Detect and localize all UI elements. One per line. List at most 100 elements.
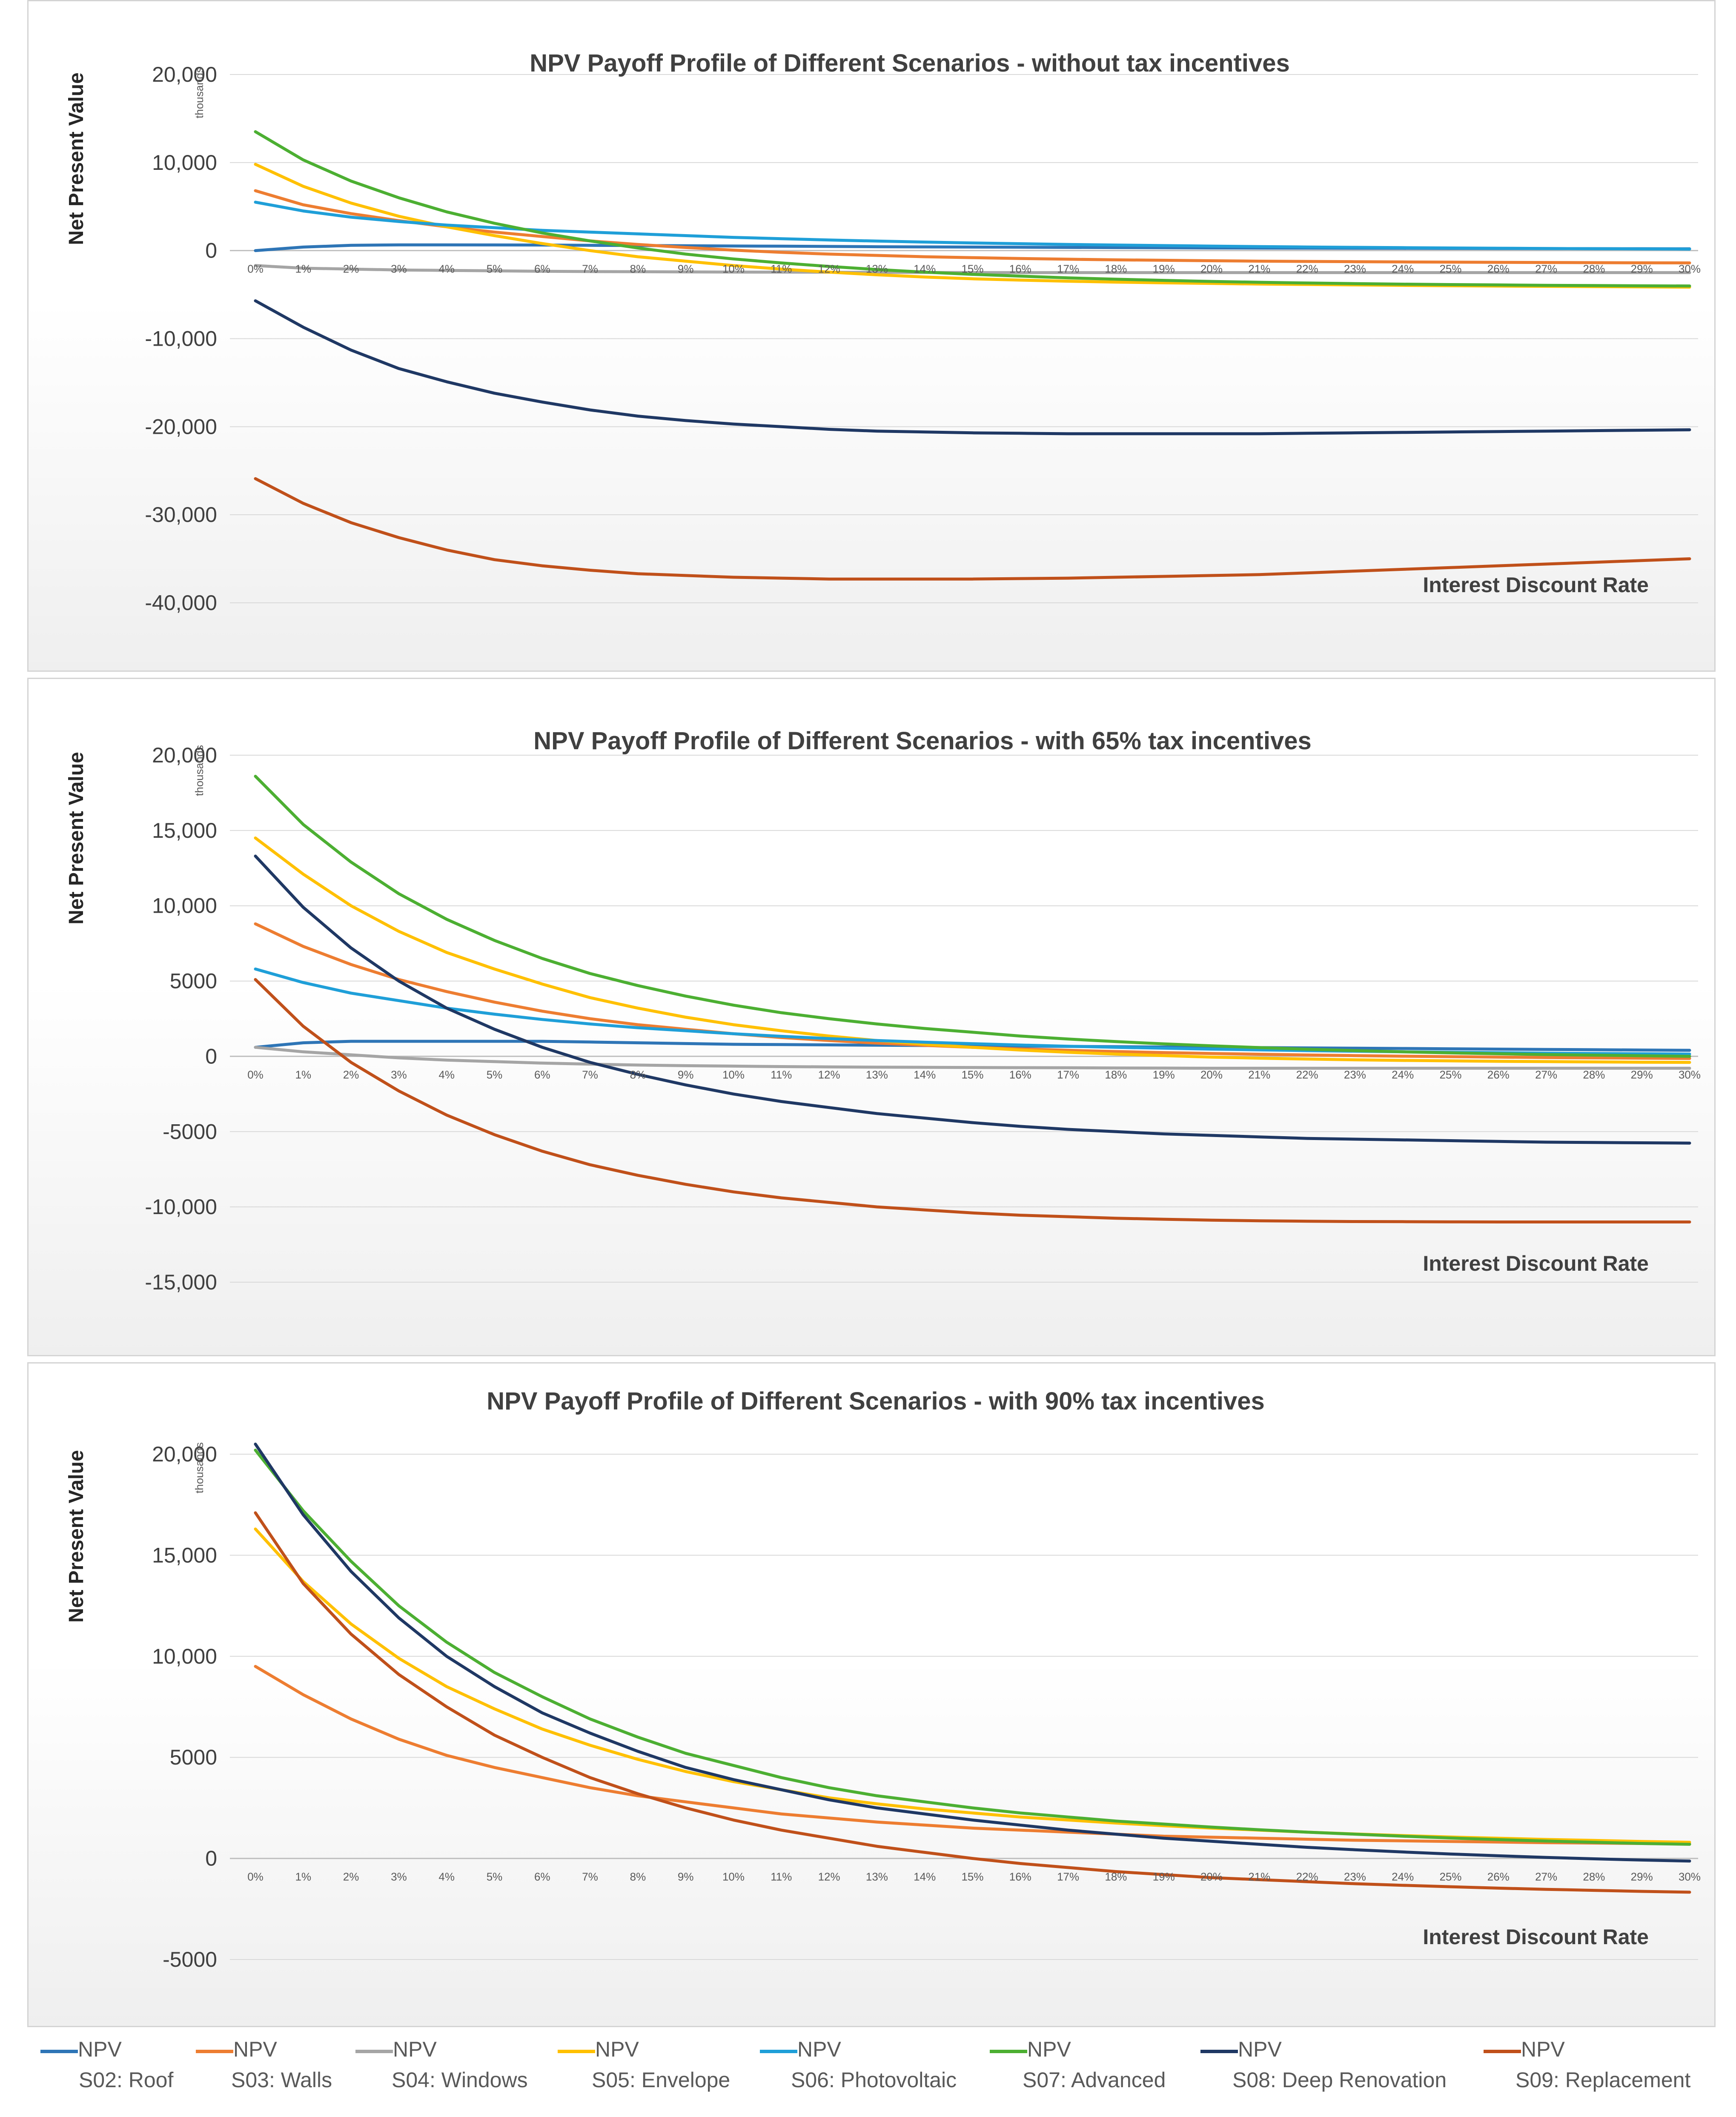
series-line bbox=[254, 201, 1691, 251]
x-axis-label: Interest Discount Rate bbox=[1423, 1252, 1649, 1275]
x-tick-label: 25% bbox=[1439, 263, 1461, 275]
y-tick-label: -5000 bbox=[163, 1948, 217, 1971]
x-tick-label: 23% bbox=[1344, 1871, 1366, 1883]
x-tick-label: 26% bbox=[1487, 1871, 1510, 1883]
x-tick-label: 16% bbox=[1009, 1068, 1031, 1081]
x-tick-label: 9% bbox=[678, 1871, 694, 1883]
legend-line-label: NPV bbox=[797, 2037, 841, 2061]
x-tick-label: 3% bbox=[391, 1068, 407, 1081]
y-tick-label: -15,000 bbox=[145, 1270, 217, 1294]
series-line bbox=[254, 1046, 1691, 1070]
y-tick-label: -20,000 bbox=[145, 415, 217, 438]
y-tick-label: 0 bbox=[205, 1847, 217, 1871]
chart-legend: NPV S02: Roof NPV S03: Walls NPV S04: Wi… bbox=[40, 2037, 1718, 2109]
y-tick-label: 10,000 bbox=[152, 894, 217, 918]
legend-swatch bbox=[990, 2050, 1027, 2053]
x-tick-label: 11% bbox=[771, 1871, 792, 1883]
x-tick-label: 5% bbox=[487, 1871, 503, 1883]
x-tick-label: 21% bbox=[1248, 263, 1270, 275]
x-tick-label: 19% bbox=[1153, 263, 1175, 275]
x-tick-label: 7% bbox=[582, 1871, 598, 1883]
x-tick-label: 29% bbox=[1631, 1068, 1653, 1081]
npv-chart-without-incentives: 20,000 10,000 0 -10,000 -20,000 -30,000 -40,00… bbox=[65, 49, 1701, 615]
legend-swatch bbox=[558, 2050, 595, 2053]
x-tick-label: 30% bbox=[1679, 1871, 1701, 1883]
x-tick-label: 26% bbox=[1487, 1068, 1510, 1081]
npv-chart-65-incentives: 20,000 15,000 10,000 5000 0 -5000 -10,000 -15,0… bbox=[65, 727, 1701, 1294]
x-tick-label: 10% bbox=[722, 1871, 745, 1883]
legend-swatch bbox=[196, 2050, 233, 2053]
y-axis-label: Net Present Value bbox=[65, 72, 88, 245]
series-line bbox=[254, 1449, 1691, 1846]
x-tick-label: 15% bbox=[961, 263, 983, 275]
y-unit-label: thousands bbox=[193, 745, 206, 796]
x-tick-label: 29% bbox=[1631, 263, 1653, 275]
y-tick-label: -10,000 bbox=[145, 327, 217, 351]
series-line bbox=[254, 1665, 1691, 1845]
legend-line-label: NPV bbox=[1521, 2037, 1565, 2061]
npv-chart-90-incentives: 20,000 15,000 10,000 5000 0 -5000 NPV Payoff P… bbox=[65, 1387, 1701, 1971]
series-line bbox=[254, 978, 1691, 1223]
legend-line-label: NPV bbox=[1027, 2037, 1071, 2061]
x-tick-label: 8% bbox=[630, 263, 646, 275]
x-tick-label: 23% bbox=[1344, 263, 1366, 275]
x-tick-label: 15% bbox=[961, 1068, 983, 1081]
x-tick-label: 21% bbox=[1248, 1068, 1270, 1081]
legend-series-name: S09: Replacement bbox=[1515, 2068, 1691, 2092]
y-tick-label: -30,000 bbox=[145, 503, 217, 527]
x-tick-label: 24% bbox=[1392, 263, 1414, 275]
x-tick-label: 24% bbox=[1392, 1871, 1414, 1883]
legend-series-name: S02: Roof bbox=[79, 2068, 174, 2092]
x-axis-label: Interest Discount Rate bbox=[1423, 573, 1649, 597]
x-tick-label: 11% bbox=[771, 263, 792, 275]
x-tick-label: 28% bbox=[1583, 1068, 1605, 1081]
series-line bbox=[254, 264, 1691, 274]
x-tick-label: 18% bbox=[1105, 1068, 1127, 1081]
y-tick-label: 10,000 bbox=[152, 1644, 217, 1668]
x-tick-label: 18% bbox=[1105, 1871, 1127, 1883]
x-tick-label: 13% bbox=[866, 1068, 888, 1081]
x-tick-label: 6% bbox=[534, 1068, 550, 1081]
series-line bbox=[254, 922, 1691, 1060]
legend-series-name: S08: Deep Renovation bbox=[1232, 2068, 1447, 2092]
x-tick-label: 13% bbox=[866, 263, 888, 275]
legend-line-label: NPV bbox=[595, 2037, 639, 2061]
x-tick-label: 20% bbox=[1200, 1068, 1223, 1081]
legend-line-label: NPV bbox=[78, 2037, 122, 2061]
x-tick-label: 5% bbox=[487, 263, 503, 275]
series-line bbox=[254, 477, 1691, 581]
x-tick-label: 11% bbox=[771, 1068, 792, 1081]
x-tick-label: 6% bbox=[534, 1871, 550, 1883]
x-tick-label: 2% bbox=[343, 263, 359, 275]
x-tick-label: 3% bbox=[391, 1871, 407, 1883]
x-tick-label: 0% bbox=[247, 1068, 264, 1081]
x-tick-label: 19% bbox=[1153, 1871, 1175, 1883]
x-tick-label: 19% bbox=[1153, 1068, 1175, 1081]
y-unit-label: thousands bbox=[193, 1442, 206, 1493]
series-line bbox=[254, 775, 1691, 1058]
x-tick-label: 12% bbox=[818, 1871, 840, 1883]
x-tick-label: 1% bbox=[295, 1068, 312, 1081]
y-axis-label: Net Present Value bbox=[65, 752, 88, 925]
chart-panel-1: 20,000 10,000 0 -10,000 -20,000 -30,000 -40,00… bbox=[27, 0, 1716, 672]
legend-line-label: NPV bbox=[233, 2037, 277, 2061]
x-tick-label: 23% bbox=[1344, 1068, 1366, 1081]
x-tick-label: 8% bbox=[630, 1068, 646, 1081]
y-tick-label: 5000 bbox=[170, 969, 217, 993]
x-tick-label: 29% bbox=[1631, 1871, 1653, 1883]
x-tick-label: 15% bbox=[961, 1871, 983, 1883]
series-line bbox=[254, 1442, 1691, 1863]
y-tick-label: -10,000 bbox=[145, 1195, 217, 1219]
x-tick-label: 21% bbox=[1248, 1871, 1270, 1883]
x-tick-label: 2% bbox=[343, 1068, 359, 1081]
x-axis-label: Interest Discount Rate bbox=[1423, 1925, 1649, 1949]
x-tick-label: 14% bbox=[914, 1068, 936, 1081]
legend-swatch bbox=[40, 2050, 78, 2053]
series-line bbox=[254, 1511, 1691, 1894]
x-tick-label: 2% bbox=[343, 1871, 359, 1883]
x-tick-label: 0% bbox=[247, 1871, 264, 1883]
x-tick-label: 20% bbox=[1200, 263, 1223, 275]
x-tick-label: 7% bbox=[582, 1068, 598, 1081]
x-tick-label: 4% bbox=[438, 1871, 455, 1883]
x-tick-label: 17% bbox=[1057, 1871, 1079, 1883]
